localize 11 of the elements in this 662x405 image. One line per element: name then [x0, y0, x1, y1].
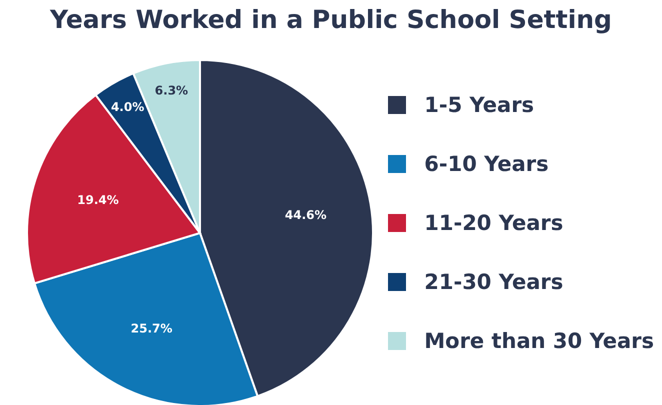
legend-label: More than 30 Years: [424, 328, 654, 352]
legend-label: 1-5 Years: [424, 92, 534, 116]
data-label: 6.3%: [154, 84, 188, 98]
data-label: 19.4%: [77, 192, 119, 207]
data-label: 44.6%: [284, 208, 327, 222]
legend-label: 6-10 Years: [424, 152, 549, 176]
legend-label: 21-30 Years: [424, 270, 564, 294]
data-label: 4.0%: [110, 100, 144, 114]
chart-title: Years Worked in a Public School Setting: [48, 4, 613, 36]
data-label: 25.7%: [130, 322, 172, 336]
legend-label: 11-20 Years: [424, 210, 564, 234]
